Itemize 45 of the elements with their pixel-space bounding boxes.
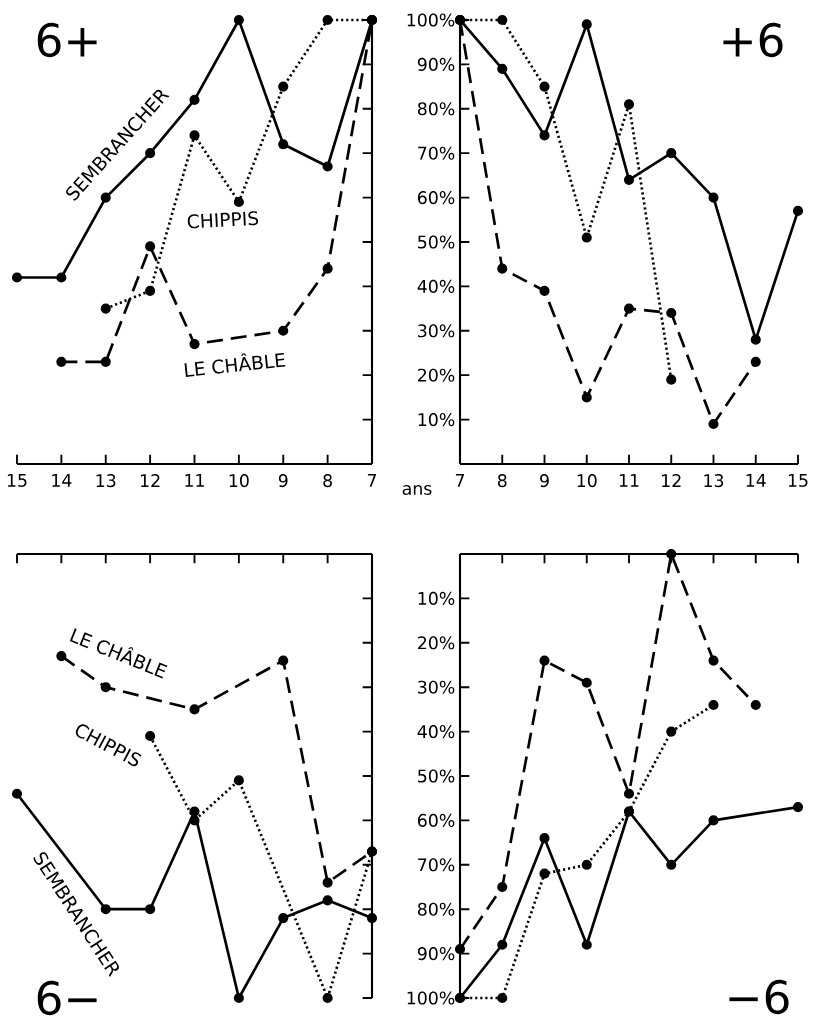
text: LE CHÂBLE: [184, 352, 286, 377]
x-tick-label: 13: [704, 474, 724, 488]
x-tick-label: 13: [96, 474, 116, 488]
y-tick-label: 50%: [418, 769, 455, 783]
y-tick-label: 20%: [418, 636, 455, 650]
x-tick-label: 8: [497, 474, 507, 488]
x-tick-label: 7: [455, 474, 465, 487]
y-tick-label: 60%: [417, 813, 455, 827]
y-tick-label: 50%: [418, 235, 455, 249]
y-tick-label: 30%: [418, 324, 455, 338]
series-label: CHIPPIS: [187, 211, 259, 229]
x-tick-label: 8: [323, 474, 332, 488]
x-tick-label: 12: [662, 474, 681, 487]
y-tick-label: 30%: [418, 680, 455, 694]
y-tick-label: 100%: [407, 991, 455, 1005]
chart-title: +6: [723, 22, 783, 58]
chart-title: 6+: [37, 22, 97, 58]
y-tick-label: 80%: [417, 102, 455, 116]
y-tick-label: 10%: [418, 413, 455, 427]
x-tick-label: 11: [619, 474, 639, 487]
y-tick-label: 90%: [417, 947, 455, 961]
y-tick-label: 100%: [407, 13, 455, 27]
x-tick-label: 15: [7, 474, 27, 487]
y-tick-label: 70%: [418, 858, 455, 872]
x-tick-label: 14: [52, 474, 72, 487]
x-tick-label: 10: [577, 474, 597, 488]
x-tick-label: 12: [141, 474, 160, 487]
y-tick-label: 60%: [417, 191, 455, 205]
y-tick-label: 90%: [417, 57, 455, 71]
y-tick-label: 80%: [417, 902, 455, 916]
x-tick-label: 10: [229, 474, 249, 488]
y-tick-label: 10%: [418, 591, 455, 605]
x-tick-label: 9: [278, 474, 288, 488]
x-tick-label: 14: [746, 474, 766, 487]
x-tick-label: 7: [367, 474, 377, 487]
y-tick-label: 40%: [417, 725, 455, 739]
text: 6−: [37, 980, 97, 1016]
x-tick-label: 11: [185, 474, 204, 487]
y-tick-label: 70%: [418, 146, 455, 160]
x-tick-label: 15: [788, 474, 808, 487]
x-axis-title: ans: [402, 485, 432, 495]
x-tick-label: 9: [540, 474, 549, 488]
text: −6: [729, 979, 789, 1015]
y-tick-label: 40%: [417, 279, 455, 293]
y-tick-label: 20%: [418, 368, 455, 382]
